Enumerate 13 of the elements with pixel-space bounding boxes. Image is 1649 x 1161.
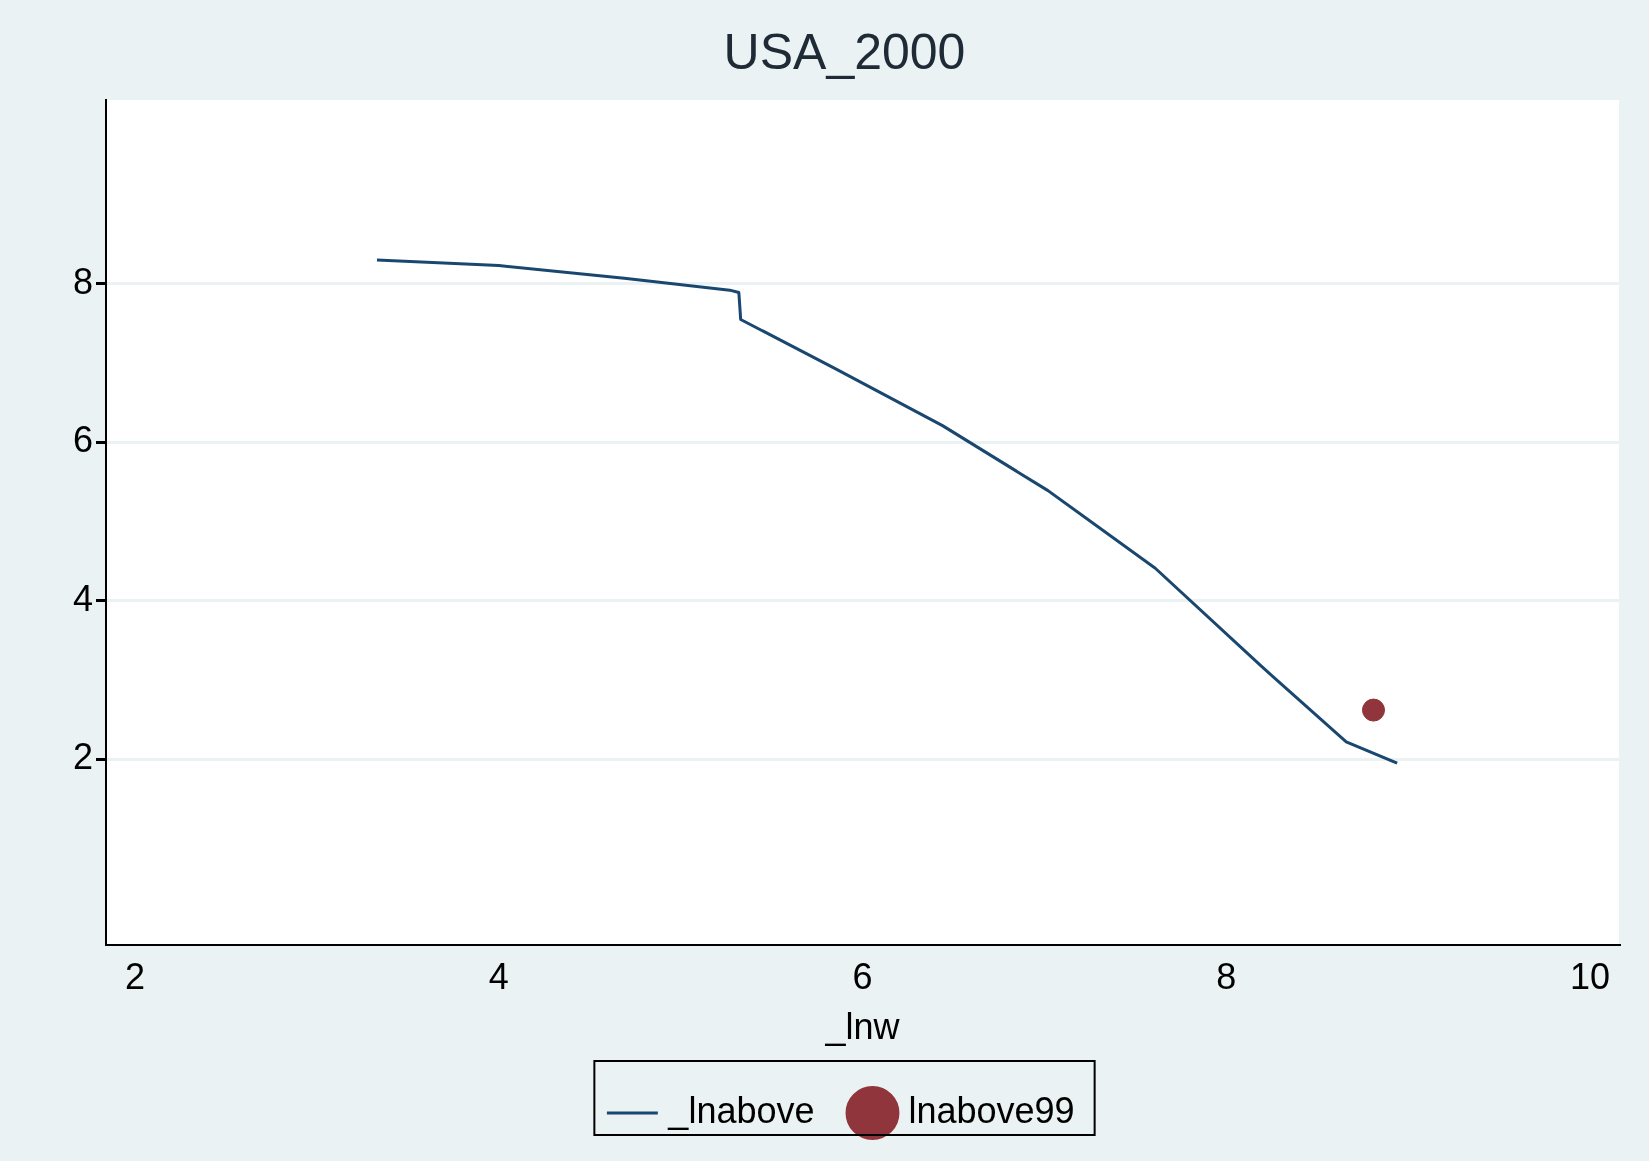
x-tick-label: 4	[488, 956, 509, 998]
x-tick-label: 8	[1216, 956, 1237, 998]
y-tick-label: 2	[72, 736, 94, 778]
y-tick-label: 8	[72, 260, 94, 302]
x-tick-label: 6	[852, 956, 873, 998]
x-axis-title: _lnw	[824, 1006, 901, 1048]
x-tick-label: 10	[1569, 956, 1610, 998]
y-tick-label: 6	[72, 419, 94, 461]
x-tick-label: 2	[125, 956, 146, 998]
chart-title: USA_2000	[723, 23, 966, 80]
legend-label: _lnabove	[667, 1089, 815, 1131]
legend-label: lnabove99	[908, 1089, 1075, 1131]
y-tick-label: 4	[72, 577, 94, 619]
